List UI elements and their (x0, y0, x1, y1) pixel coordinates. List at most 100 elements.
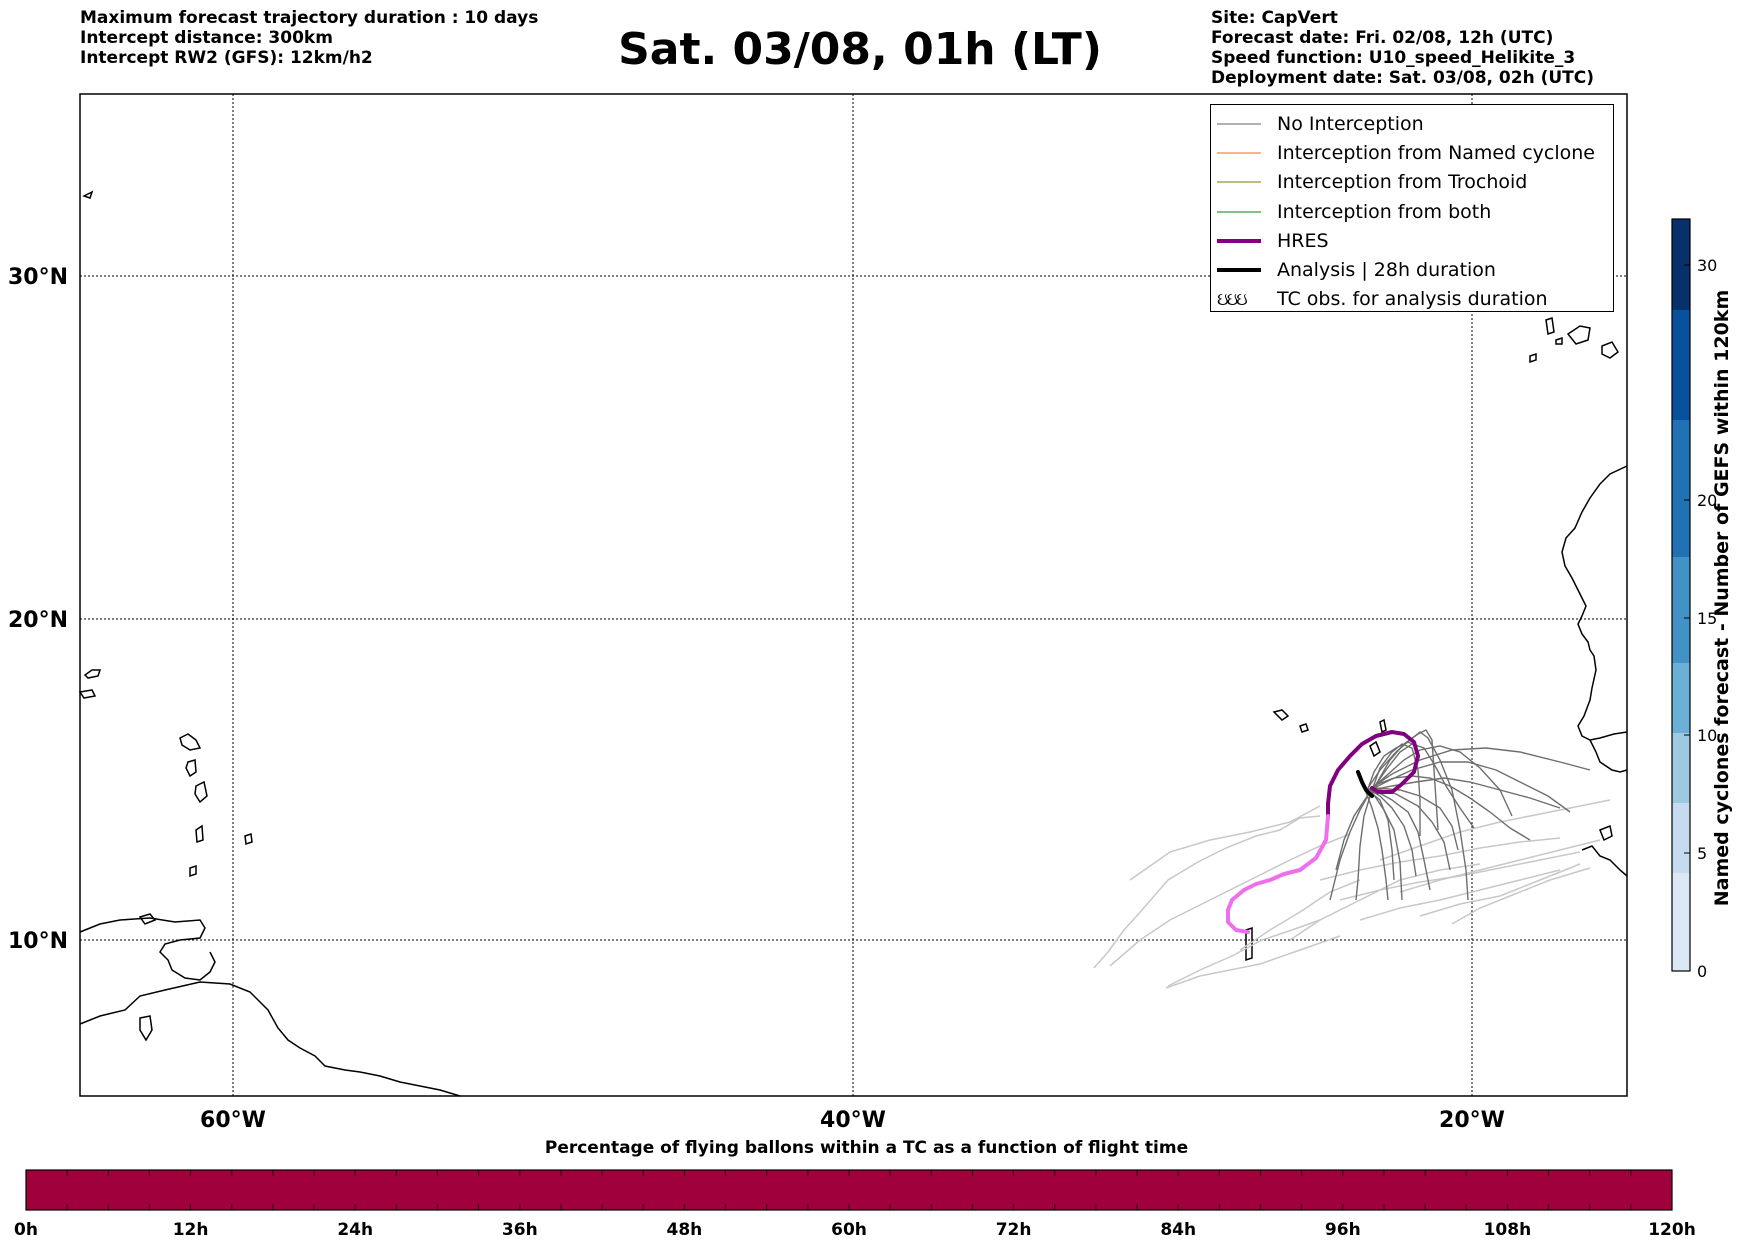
legend-label: HRES (1277, 229, 1329, 252)
trajectory (1319, 837, 1561, 881)
west-africa-coast (1589, 739, 1628, 773)
trajectory (1335, 791, 1371, 871)
island-sao-nicolau (1299, 723, 1309, 733)
right-colorbar-segment (1672, 219, 1690, 310)
right-colorbar-tick: 20 (1697, 491, 1717, 510)
island-santo-antao (1272, 709, 1290, 721)
legend-item: ઇઇઇ TC obs. for analysis duration (1217, 285, 1613, 314)
island-martinique (194, 780, 208, 804)
trajectory (1355, 789, 1373, 901)
hres-trajectory (1226, 730, 1420, 934)
trajectory (1167, 919, 1321, 987)
legend-label: Interception from Trochoid (1277, 171, 1528, 194)
right-colorbar-tick: 5 (1697, 844, 1707, 863)
bottom-colorbar-tick-label: 12h (173, 1220, 209, 1240)
bottom-colorbar-tick-label: 48h (667, 1220, 703, 1240)
legend-item: HRES (1217, 226, 1613, 255)
max-duration-text: Maximum forecast trajectory duration : 1… (80, 8, 539, 28)
guinea-coast (1581, 845, 1628, 877)
bottom-colorbar-tick-label: 84h (1160, 1220, 1196, 1240)
trajectory (1419, 863, 1581, 917)
island (83, 669, 102, 679)
hres-track-late (1226, 814, 1330, 934)
island-barbados (244, 832, 253, 846)
trajectory (1365, 775, 1531, 841)
legend-swatch (1217, 152, 1261, 154)
legend-label: No Interception (1277, 112, 1424, 135)
south-america-coast (79, 981, 461, 1097)
legend-item: Analysis | 28h duration (1217, 255, 1613, 284)
right-colorbar-tick: 0 (1697, 962, 1707, 981)
island-azores (82, 190, 94, 199)
analysis-track (1356, 770, 1374, 798)
lat-label-20n: 20°N (8, 608, 68, 633)
bottom-colorbar-tick-label: 108h (1484, 1220, 1532, 1240)
island-tobago (138, 913, 157, 925)
tc-obs-icon: ઇઇઇ (1217, 288, 1248, 310)
delta-coast (139, 1015, 153, 1042)
lon-label-40w: 40°W (820, 1108, 886, 1133)
trajectory (1109, 833, 1351, 967)
lat-label-10n: 10°N (8, 929, 68, 954)
intercept-rw2-text: Intercept RW2 (GFS): 12km/h2 (80, 48, 373, 68)
island-grenada (189, 864, 197, 878)
ensemble-trajectories-far (1093, 799, 1611, 989)
bottom-colorbar: 0h 12h 24h 36h 48h 60h 72h 84h 96h 108h 120h (14, 1169, 1696, 1240)
island-dominica (185, 759, 197, 778)
trajectory (1371, 743, 1475, 829)
trajectory (1339, 851, 1581, 901)
header-right: Site: CapVert Forecast date: Fri. 02/08,… (1211, 8, 1594, 88)
bottom-colorbar-tick-label: 96h (1325, 1220, 1361, 1240)
lat-label-30n: 30°N (8, 265, 68, 290)
legend-item: No Interception (1217, 109, 1613, 138)
trajectory (1093, 815, 1321, 969)
site-text: Site: CapVert (1211, 8, 1338, 28)
legend-label: TC obs. for analysis duration (1277, 288, 1548, 311)
speed-function-text: Speed function: U10_speed_Helikite_3 (1211, 48, 1576, 68)
right-colorbar-segment (1672, 663, 1690, 733)
island-sal (1379, 718, 1387, 734)
legend-label: Analysis | 28h duration (1277, 259, 1496, 282)
trajectory (1365, 791, 1389, 901)
trajectory (1371, 743, 1421, 836)
trajectory (1373, 789, 1431, 891)
trajectory (1399, 839, 1601, 893)
right-colorbar-segment (1672, 310, 1690, 420)
legend-item: Interception from Named cyclone (1217, 138, 1613, 167)
legend-swatch (1217, 123, 1261, 125)
island-canary (1566, 325, 1591, 345)
island-canary (1529, 352, 1537, 364)
trajectory (1379, 799, 1611, 861)
hres-track-early (1326, 730, 1420, 818)
trajectory (1367, 747, 1591, 791)
island-canary (1545, 317, 1555, 335)
legend-item: Interception from both (1217, 197, 1613, 226)
right-colorbar-segment (1672, 733, 1690, 803)
intercept-distance-text: Intercept distance: 300km (80, 28, 333, 48)
trajectory (1365, 741, 1417, 795)
island (1599, 824, 1613, 842)
west-africa-coast (1561, 465, 1628, 741)
right-colorbar-tick: 10 (1697, 726, 1717, 745)
bottom-colorbar-tick-label: 36h (502, 1220, 538, 1240)
right-colorbar-frame (1671, 218, 1691, 972)
right-colorbar-segment (1672, 803, 1690, 873)
trajectory (1165, 935, 1341, 989)
island-guadeloupe (179, 733, 202, 751)
legend-item: Interception from Trochoid (1217, 168, 1613, 197)
trajectory (1371, 777, 1561, 809)
header-left: Maximum forecast trajectory duration : 1… (80, 8, 538, 68)
island-canary (1555, 336, 1563, 345)
bottom-colorbar-title: Percentage of flying ballons within a TC… (544, 1138, 1189, 1158)
legend-swatch (1217, 268, 1261, 273)
island-st-lucia (195, 824, 204, 844)
bottom-colorbar-tick-label: 0h (14, 1220, 38, 1240)
right-colorbar-segment (1672, 557, 1690, 663)
trajectory (1367, 731, 1469, 901)
legend-swatch (1217, 238, 1261, 243)
trajectory (1451, 867, 1591, 925)
venezuela-coast (79, 917, 216, 981)
right-colorbar: 0 5 10 15 20 30 (1671, 218, 1717, 981)
page-title: Sat. 03/08, 01h (LT) (618, 24, 1102, 75)
